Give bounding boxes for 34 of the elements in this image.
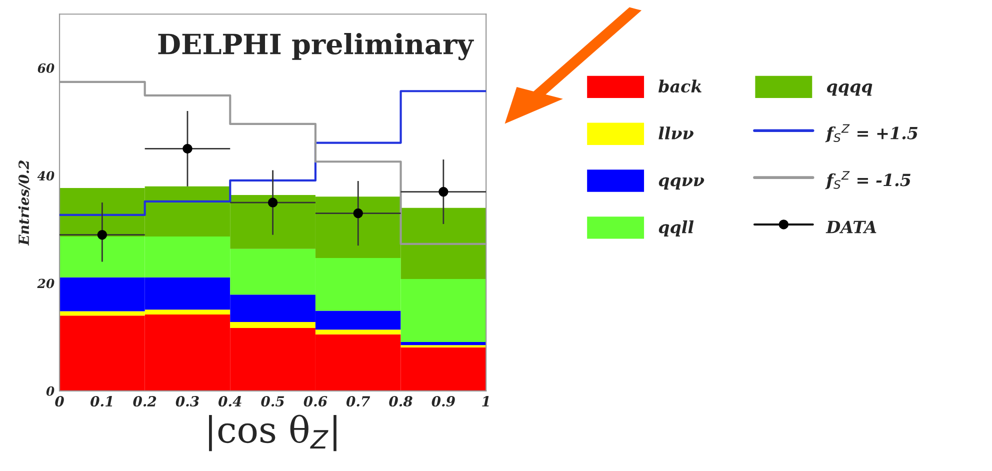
legend-label: llνν <box>658 126 694 140</box>
x-tick-label: 0.6 <box>304 396 328 407</box>
legend-label: DATA <box>826 220 876 234</box>
point <box>268 198 278 208</box>
legend-label: f$_{S}$$^{Z}$ = -1.5 <box>825 171 910 190</box>
y-tick-label: 0 <box>46 386 54 396</box>
legend-label: qqνν <box>658 177 704 190</box>
bar <box>230 322 316 328</box>
annotation: DELPHI preliminary <box>158 32 474 60</box>
x-tick-label: 0.2 <box>133 396 156 407</box>
x-axis-title: |cos θ$_{Z}$| <box>209 414 336 452</box>
legend-label: qqll <box>658 220 694 237</box>
x-tick-label: 0.7 <box>346 396 370 407</box>
point <box>182 144 192 154</box>
legend-label: f$_{S}$$^{Z}$ = +1.5 <box>825 124 918 142</box>
bar <box>315 330 401 334</box>
x-tick-label: 0.5 <box>261 396 284 407</box>
y-axis-title: Entries/0.2 <box>18 160 30 246</box>
x-tick-label: 0.1 <box>90 396 112 407</box>
x-tick-label: 0.3 <box>176 396 199 407</box>
x-tick-label: 1 <box>482 396 489 406</box>
point <box>97 230 108 240</box>
x-tick-label: 0.8 <box>389 396 412 407</box>
x-tick-label: 0 <box>55 396 64 407</box>
bar <box>400 342 486 346</box>
x-tick-label: 0.9 <box>432 396 455 407</box>
point <box>438 186 448 197</box>
legend-label: qqqq <box>826 83 872 96</box>
legend-label: back <box>658 80 702 93</box>
x-tick-label: 0.4 <box>218 396 242 407</box>
y-tick-label: 20 <box>37 278 54 288</box>
y-tick-label: 40 <box>37 171 54 181</box>
y-tick-label: 60 <box>38 63 54 73</box>
point <box>353 208 363 218</box>
